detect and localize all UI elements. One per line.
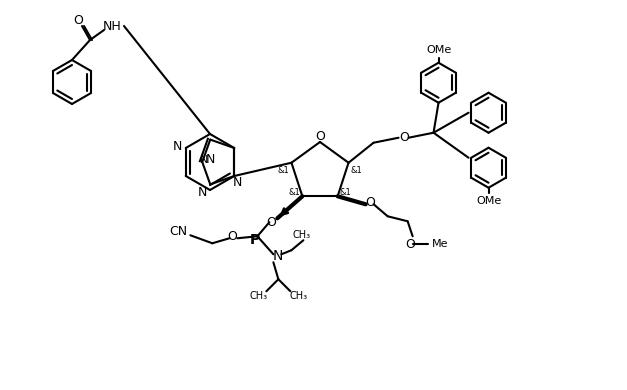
Text: O: O: [399, 131, 409, 144]
Text: N: N: [272, 249, 283, 263]
Text: N: N: [198, 186, 207, 199]
Text: O: O: [366, 196, 376, 209]
Text: O: O: [266, 216, 277, 229]
Text: N: N: [233, 176, 242, 188]
Text: OMe: OMe: [476, 196, 501, 206]
Text: CH₃: CH₃: [292, 230, 310, 240]
Text: N: N: [200, 155, 208, 165]
Text: CH₃: CH₃: [250, 291, 268, 301]
Text: OMe: OMe: [426, 45, 451, 55]
Text: N: N: [206, 154, 215, 167]
Text: NH: NH: [103, 20, 122, 32]
Text: &1: &1: [278, 166, 289, 175]
Text: O: O: [228, 230, 237, 243]
Text: &1: &1: [288, 188, 300, 197]
Text: P: P: [250, 233, 260, 247]
Text: N: N: [173, 140, 182, 152]
Text: CN: CN: [169, 225, 187, 238]
Text: O: O: [315, 129, 325, 142]
Text: &1: &1: [340, 188, 352, 197]
Text: O: O: [73, 14, 83, 27]
Text: CH₃: CH₃: [289, 291, 307, 301]
Text: O: O: [406, 238, 416, 251]
Text: &1: &1: [350, 166, 362, 175]
Text: Me: Me: [431, 239, 448, 249]
